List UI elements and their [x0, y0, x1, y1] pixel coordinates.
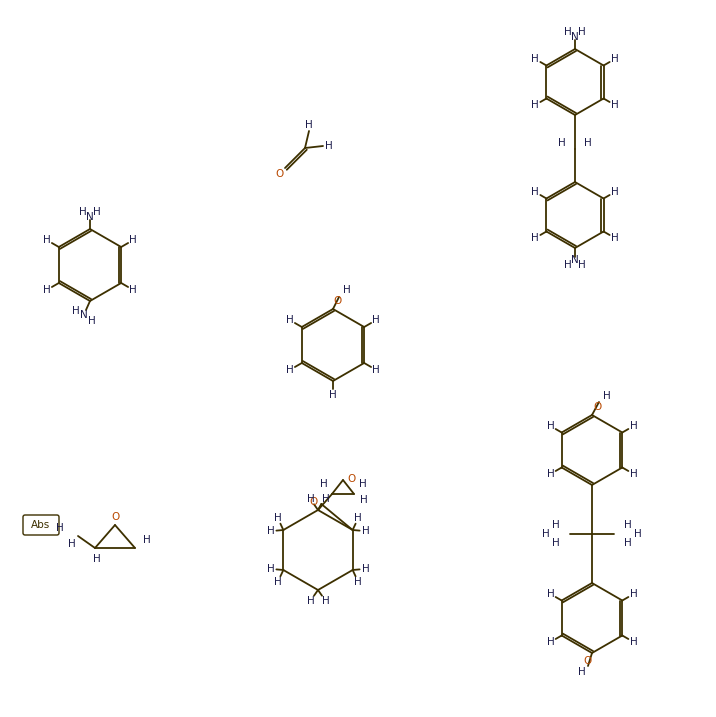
Text: O: O	[309, 497, 317, 507]
Text: H: H	[43, 235, 51, 245]
Text: H: H	[79, 207, 87, 217]
Text: H: H	[611, 187, 619, 197]
Text: H: H	[93, 207, 101, 217]
Text: H: H	[552, 538, 560, 548]
Text: H: H	[56, 523, 64, 533]
Text: H: H	[325, 141, 333, 151]
Text: H: H	[634, 529, 642, 539]
Text: H: H	[629, 421, 637, 431]
Text: H: H	[531, 54, 539, 64]
Text: Abs: Abs	[32, 520, 51, 530]
Text: H: H	[68, 539, 76, 549]
Text: H: H	[578, 27, 586, 37]
Text: H: H	[306, 596, 314, 606]
Text: H: H	[266, 564, 274, 574]
Text: H: H	[531, 233, 539, 243]
Text: H: H	[629, 637, 637, 647]
Text: O: O	[111, 512, 119, 522]
Text: H: H	[286, 315, 294, 325]
Text: H: H	[624, 520, 632, 530]
Text: H: H	[72, 306, 80, 316]
Text: H: H	[629, 469, 637, 479]
Text: H: H	[359, 479, 367, 489]
Text: H: H	[603, 391, 611, 401]
Text: H: H	[372, 365, 380, 375]
Text: O: O	[275, 169, 283, 179]
Text: H: H	[354, 513, 362, 523]
Text: H: H	[372, 315, 380, 325]
Text: H: H	[362, 564, 369, 574]
Text: O: O	[348, 474, 356, 484]
Text: H: H	[552, 520, 560, 530]
Text: H: H	[578, 260, 586, 270]
Text: H: H	[362, 526, 369, 536]
Text: N: N	[80, 310, 88, 320]
Text: H: H	[629, 589, 637, 599]
Text: H: H	[531, 187, 539, 197]
Text: H: H	[306, 494, 314, 504]
Text: H: H	[93, 554, 101, 564]
FancyBboxPatch shape	[23, 515, 59, 535]
Text: H: H	[624, 538, 632, 548]
Text: N: N	[571, 255, 579, 265]
Text: H: H	[546, 637, 554, 647]
Text: H: H	[321, 494, 329, 504]
Text: H: H	[305, 120, 313, 130]
Text: H: H	[546, 469, 554, 479]
Text: H: H	[286, 365, 294, 375]
Text: H: H	[329, 390, 337, 400]
Text: H: H	[266, 526, 274, 536]
Text: H: H	[43, 285, 51, 295]
Text: H: H	[143, 535, 151, 545]
Text: H: H	[343, 285, 351, 295]
Text: H: H	[558, 138, 566, 148]
Text: H: H	[130, 235, 137, 245]
Text: H: H	[531, 100, 539, 110]
Text: O: O	[583, 656, 591, 666]
Text: H: H	[611, 54, 619, 64]
Text: H: H	[320, 479, 328, 489]
Text: H: H	[578, 667, 586, 677]
Text: H: H	[542, 529, 550, 539]
Text: H: H	[546, 589, 554, 599]
Text: H: H	[274, 513, 281, 523]
Text: H: H	[546, 421, 554, 431]
Text: N: N	[86, 212, 94, 222]
Text: H: H	[564, 260, 572, 270]
Text: H: H	[130, 285, 137, 295]
Text: H: H	[360, 495, 368, 505]
Text: H: H	[274, 576, 281, 587]
Text: O: O	[333, 296, 341, 306]
Text: H: H	[321, 596, 329, 606]
Text: H: H	[354, 576, 362, 587]
Text: H: H	[564, 27, 572, 37]
Text: H: H	[88, 316, 96, 326]
Text: N: N	[571, 32, 579, 42]
Text: H: H	[611, 233, 619, 243]
Text: O: O	[593, 402, 601, 412]
Text: H: H	[611, 100, 619, 110]
Text: H: H	[584, 138, 592, 148]
